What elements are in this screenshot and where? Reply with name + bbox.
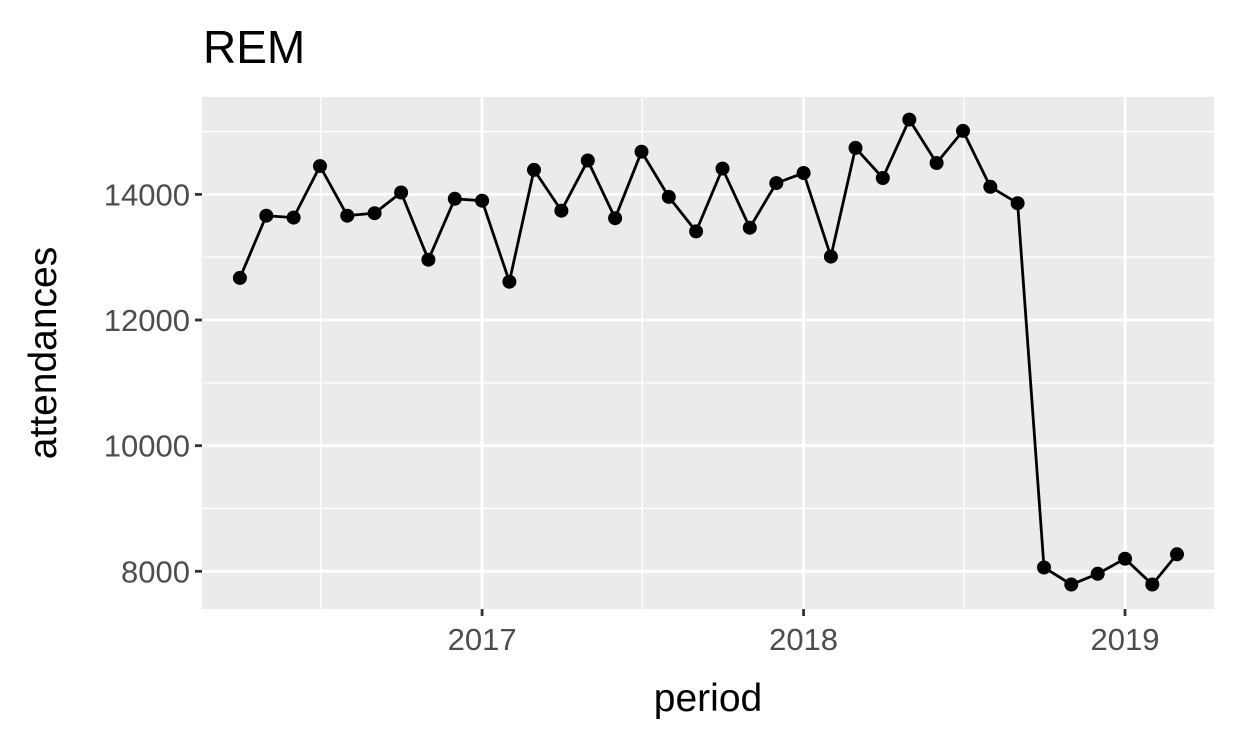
- y-axis: 8000 10000 12000 14000: [104, 177, 202, 589]
- data-point: [367, 206, 382, 221]
- data-point: [956, 123, 970, 138]
- data-point: [502, 274, 517, 289]
- x-tick-label: 2019: [1091, 622, 1160, 657]
- data-point: [421, 252, 436, 267]
- data-point: [1037, 560, 1051, 575]
- data-point: [1118, 551, 1132, 566]
- y-tick-label: 10000: [104, 429, 190, 464]
- data-point: [929, 156, 944, 170]
- data-point: [447, 191, 462, 206]
- data-point: [1010, 196, 1025, 211]
- data-point: [634, 144, 649, 159]
- data-point: [661, 189, 676, 204]
- data-points: [232, 112, 1184, 592]
- data-point: [232, 270, 247, 285]
- y-tick-label: 8000: [121, 554, 190, 589]
- y-tick-label: 14000: [104, 177, 190, 212]
- data-point: [286, 210, 301, 225]
- x-axis-title: period: [654, 677, 762, 720]
- data-point: [875, 171, 890, 185]
- data-point: [580, 153, 595, 168]
- y-tick-label: 12000: [104, 303, 190, 338]
- data-point: [689, 224, 704, 239]
- x-tick-label: 2017: [448, 622, 517, 657]
- data-point: [313, 159, 327, 174]
- data-point: [1090, 566, 1105, 581]
- data-point: [769, 176, 784, 191]
- data-point: [527, 162, 541, 177]
- data-point: [1064, 577, 1079, 592]
- data-point: [608, 211, 623, 226]
- data-point: [823, 249, 838, 264]
- data-point: [1145, 577, 1160, 592]
- data-point: [902, 112, 917, 127]
- chart-title: REM: [203, 21, 305, 73]
- x-axis: 2017 2018 2019: [448, 609, 1160, 657]
- data-point: [475, 193, 490, 208]
- data-point: [848, 140, 863, 155]
- data-point: [983, 179, 998, 194]
- data-point: [394, 185, 409, 200]
- y-axis-title: attendances: [22, 247, 65, 460]
- data-point: [715, 161, 730, 176]
- minor-gridlines: [202, 97, 1214, 609]
- x-tick-label: 2018: [769, 622, 838, 657]
- data-point: [796, 166, 811, 180]
- data-point: [554, 203, 569, 218]
- plot-panel: [202, 97, 1214, 609]
- major-gridlines: [202, 97, 1214, 609]
- data-point: [742, 220, 757, 235]
- data-point: [259, 208, 274, 223]
- data-point: [1170, 547, 1184, 562]
- data-point: [340, 208, 355, 223]
